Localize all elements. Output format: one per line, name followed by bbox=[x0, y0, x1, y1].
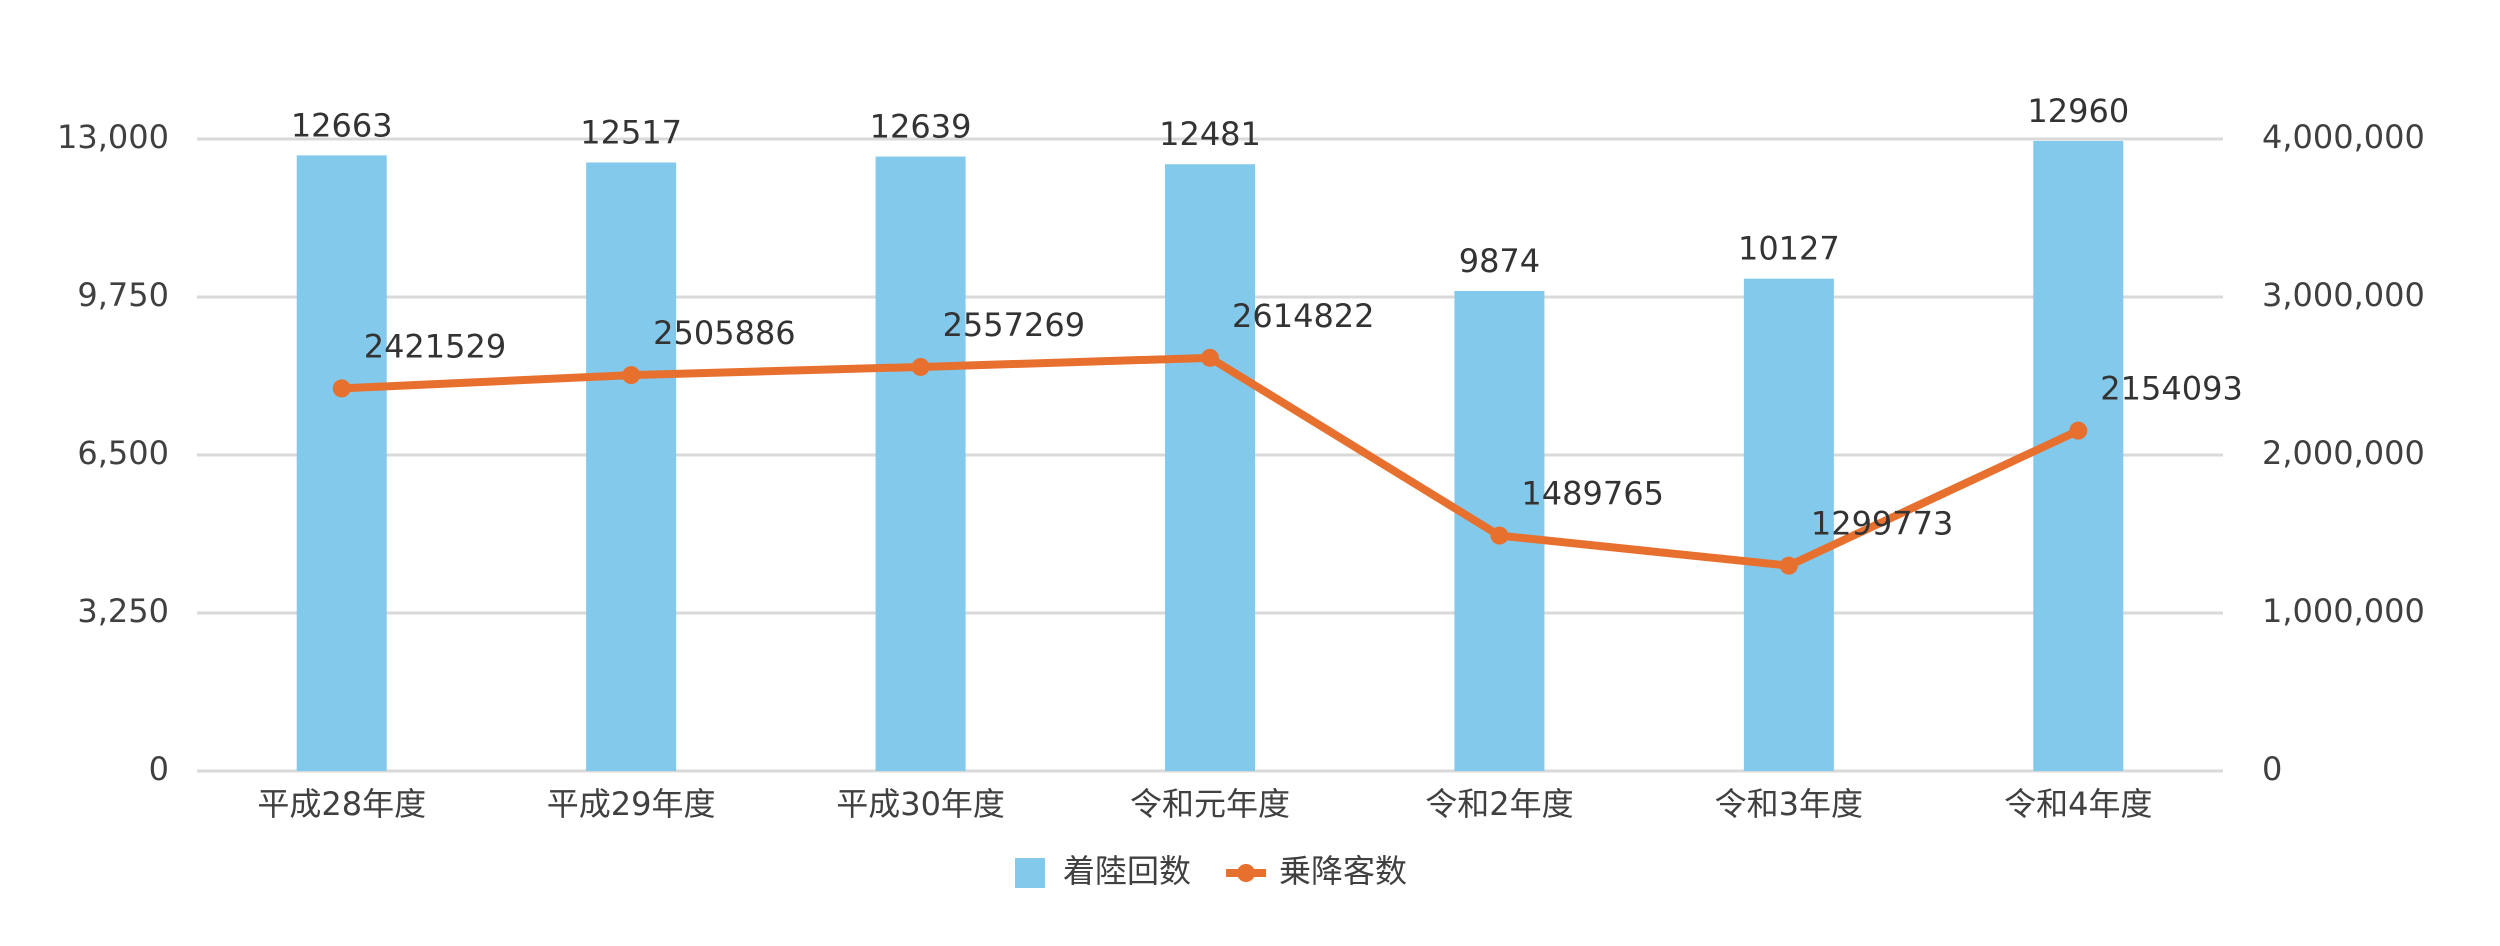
y-tick-label: 0 bbox=[149, 750, 169, 788]
line-value-label: 2421529 bbox=[364, 327, 507, 365]
line-marker bbox=[1201, 348, 1219, 367]
y2-tick-label: 4,000,000 bbox=[2262, 118, 2425, 156]
bar-value-label: 12517 bbox=[580, 113, 682, 151]
y-tick-label: 3,250 bbox=[77, 592, 169, 630]
x-tick-label: 令和3年度 bbox=[1715, 785, 1863, 823]
bar-value-label: 12960 bbox=[2027, 92, 2129, 130]
bar bbox=[296, 155, 387, 772]
line-marker bbox=[911, 357, 930, 376]
bar-value-label: 10127 bbox=[1738, 230, 1840, 268]
y-tick-label: 6,500 bbox=[77, 434, 169, 472]
line-marker bbox=[332, 379, 351, 398]
line-value-label: 2557269 bbox=[943, 306, 1086, 344]
x-tick-label: 令和4年度 bbox=[2004, 785, 2152, 823]
y2-tick-label: 1,000,000 bbox=[2262, 592, 2425, 630]
x-tick-label: 平成29年度 bbox=[547, 785, 716, 823]
bar-value-label: 12481 bbox=[1159, 115, 1261, 153]
bar bbox=[586, 162, 677, 772]
legend-swatch bbox=[1015, 858, 1045, 888]
x-tick-label: 平成30年度 bbox=[836, 785, 1005, 823]
bar bbox=[875, 156, 966, 771]
line-marker bbox=[2069, 421, 2088, 440]
line-marker bbox=[622, 366, 641, 385]
x-tick-label: 令和元年度 bbox=[1130, 785, 1290, 823]
x-tick-label: 平成28年度 bbox=[257, 785, 426, 823]
line-marker bbox=[1490, 526, 1509, 545]
legend-label: 着陸回数 bbox=[1063, 852, 1191, 890]
y-tick-label: 9,750 bbox=[77, 276, 169, 314]
line-value-label: 2614822 bbox=[1232, 297, 1375, 335]
bar-value-label: 12663 bbox=[291, 106, 393, 144]
y2-tick-label: 0 bbox=[2262, 750, 2282, 788]
legend-marker bbox=[1237, 864, 1256, 882]
bar bbox=[1743, 278, 1834, 771]
line-value-label: 2505886 bbox=[653, 314, 796, 352]
bar bbox=[2033, 140, 2124, 772]
y2-tick-label: 2,000,000 bbox=[2262, 434, 2425, 472]
legend-label: 乗降客数 bbox=[1279, 852, 1407, 890]
bar-value-label: 9874 bbox=[1459, 242, 1540, 280]
x-tick-label: 令和2年度 bbox=[1425, 785, 1573, 823]
line-value-label: 2154093 bbox=[2100, 370, 2243, 408]
line-value-label: 1299773 bbox=[1811, 505, 1954, 543]
line-value-label: 1489765 bbox=[1521, 475, 1664, 513]
y-tick-label: 13,000 bbox=[57, 118, 169, 156]
bar-value-label: 12639 bbox=[870, 108, 972, 146]
y2-tick-label: 3,000,000 bbox=[2262, 276, 2425, 314]
line-marker bbox=[1779, 556, 1798, 575]
bar bbox=[1165, 164, 1255, 771]
